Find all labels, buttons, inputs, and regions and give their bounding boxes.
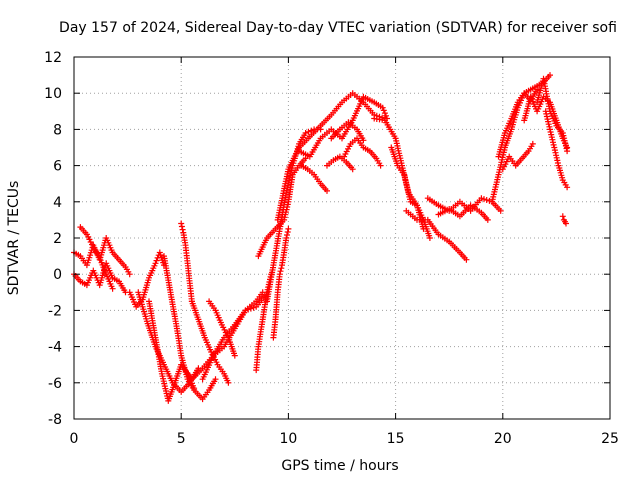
- tick-labels: 0 5 10 15 20 25 -8 -6 -4 -2 0 2 4 6 8 10 12: [44, 50, 619, 447]
- series-track-08: [178, 220, 195, 305]
- series-track-16: [264, 126, 324, 305]
- series-track-12: [199, 292, 268, 383]
- series-track-06: [135, 289, 202, 395]
- series-track-03: [77, 224, 116, 292]
- plus-markers: [71, 260, 129, 296]
- plus-markers: [178, 220, 195, 305]
- plus-markers: [199, 292, 268, 383]
- plus-markers: [264, 126, 324, 305]
- x-tick-label: 20: [494, 431, 512, 447]
- y-tick-label: -2: [48, 303, 62, 319]
- series-track-20: [324, 153, 356, 173]
- plus-markers: [534, 75, 571, 155]
- plus-markers: [161, 253, 219, 403]
- plus-markers: [559, 213, 569, 227]
- y-tick-label: 6: [53, 159, 62, 175]
- y-tick-label: 0: [53, 267, 62, 283]
- series-track-25: [403, 207, 470, 263]
- axis-ticks: [73, 56, 611, 420]
- y-tick-label: 8: [53, 122, 62, 138]
- series-track-33: [542, 108, 571, 191]
- x-tick-label: 0: [70, 431, 79, 447]
- series-track-19: [298, 162, 330, 194]
- x-tick-label: 25: [601, 431, 619, 447]
- chart-title: Day 157 of 2024, Sidereal Day-to-day VTE…: [59, 20, 617, 36]
- series-track-32: [534, 75, 571, 155]
- x-axis-label: GPS time / hours: [281, 458, 398, 474]
- plus-markers: [296, 93, 390, 160]
- series-track-23: [371, 115, 427, 232]
- series-track-17: [274, 90, 388, 223]
- plus-markers: [274, 90, 388, 223]
- plus-markers: [499, 140, 536, 173]
- plus-markers: [298, 162, 330, 194]
- y-tick-label: -6: [48, 376, 62, 392]
- series-track-28: [489, 72, 553, 205]
- x-tick-label: 15: [387, 431, 405, 447]
- series-track-29: [495, 86, 541, 160]
- series-track-14: [270, 225, 292, 341]
- plus-markers: [135, 289, 202, 395]
- plus-markers: [341, 135, 384, 169]
- y-tick-label: -4: [48, 340, 62, 356]
- x-tick-label: 5: [177, 431, 186, 447]
- series-track-18: [296, 93, 390, 160]
- series-track-07: [161, 253, 219, 403]
- series-track-22: [341, 135, 384, 169]
- series-track-27: [435, 202, 491, 223]
- y-tick-label: -8: [48, 412, 62, 428]
- y-tick-label: 10: [44, 86, 62, 102]
- y-axis-label: SDTVAR / TECUs: [6, 181, 22, 296]
- plus-markers: [270, 225, 292, 341]
- plus-markers: [324, 153, 356, 173]
- series-track-30: [499, 140, 536, 173]
- series-track-04: [126, 249, 167, 310]
- series-track-34: [559, 213, 569, 227]
- series-track-02: [71, 260, 129, 296]
- series-track-21: [328, 119, 367, 144]
- plus-markers: [489, 72, 553, 205]
- data-marks: [71, 72, 571, 404]
- y-tick-label: 4: [53, 195, 62, 211]
- plus-markers: [495, 86, 541, 160]
- plus-markers: [328, 119, 367, 144]
- y-tick-label: 12: [44, 50, 62, 66]
- plus-markers: [126, 249, 167, 310]
- plus-markers: [77, 224, 116, 292]
- plus-markers: [542, 108, 571, 191]
- plus-markers: [435, 202, 491, 223]
- plus-markers: [371, 115, 427, 232]
- plus-markers: [403, 207, 470, 263]
- x-tick-label: 10: [279, 431, 297, 447]
- y-tick-label: 2: [53, 231, 62, 247]
